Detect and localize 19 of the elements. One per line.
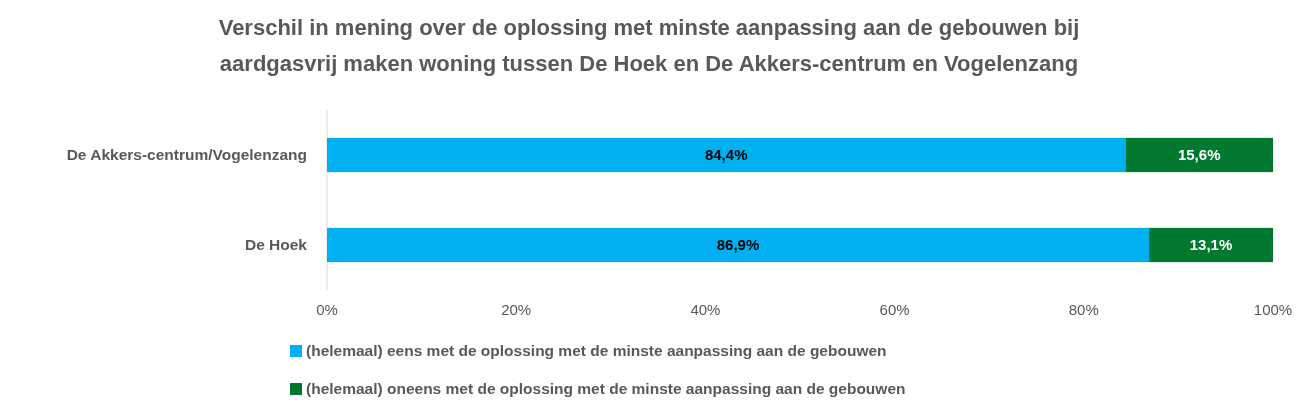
data-label: 13,1% xyxy=(1189,236,1233,254)
x-tick-label: 0% xyxy=(316,301,338,318)
bar xyxy=(327,137,1126,173)
chart-title: Verschil in mening over de oplossing met minste aanpassing aan de gebouwen bij aardgasvrij maken woning tussen De Hoek en De Akkers-centrum en Vogelenzang xyxy=(218,15,1080,76)
x-tick-label: 20% xyxy=(501,301,532,318)
data-label: 86,9% xyxy=(716,236,760,254)
y-tick-label: De Akkers-centrum/Vogelenzang xyxy=(66,146,307,164)
bar xyxy=(327,227,1150,263)
data-label: 84,4% xyxy=(704,146,748,164)
bar xyxy=(1125,137,1273,173)
x-tick-label: 100% xyxy=(1253,301,1293,318)
y-tick-label: De Hoek xyxy=(244,236,308,254)
legend-label: (helemaal) eens met de oplossing met de minste aanpassing aan de gebouwen xyxy=(306,342,887,360)
data-label: 15,6% xyxy=(1177,146,1221,164)
bar xyxy=(1149,227,1273,263)
x-tick-label: 80% xyxy=(1068,301,1099,318)
x-tick-label: 60% xyxy=(879,301,910,318)
x-tick-label: 40% xyxy=(690,301,721,318)
legend-label: (helemaal) oneens met de oplossing met de minste aanpassing aan de gebouwen xyxy=(306,380,906,398)
